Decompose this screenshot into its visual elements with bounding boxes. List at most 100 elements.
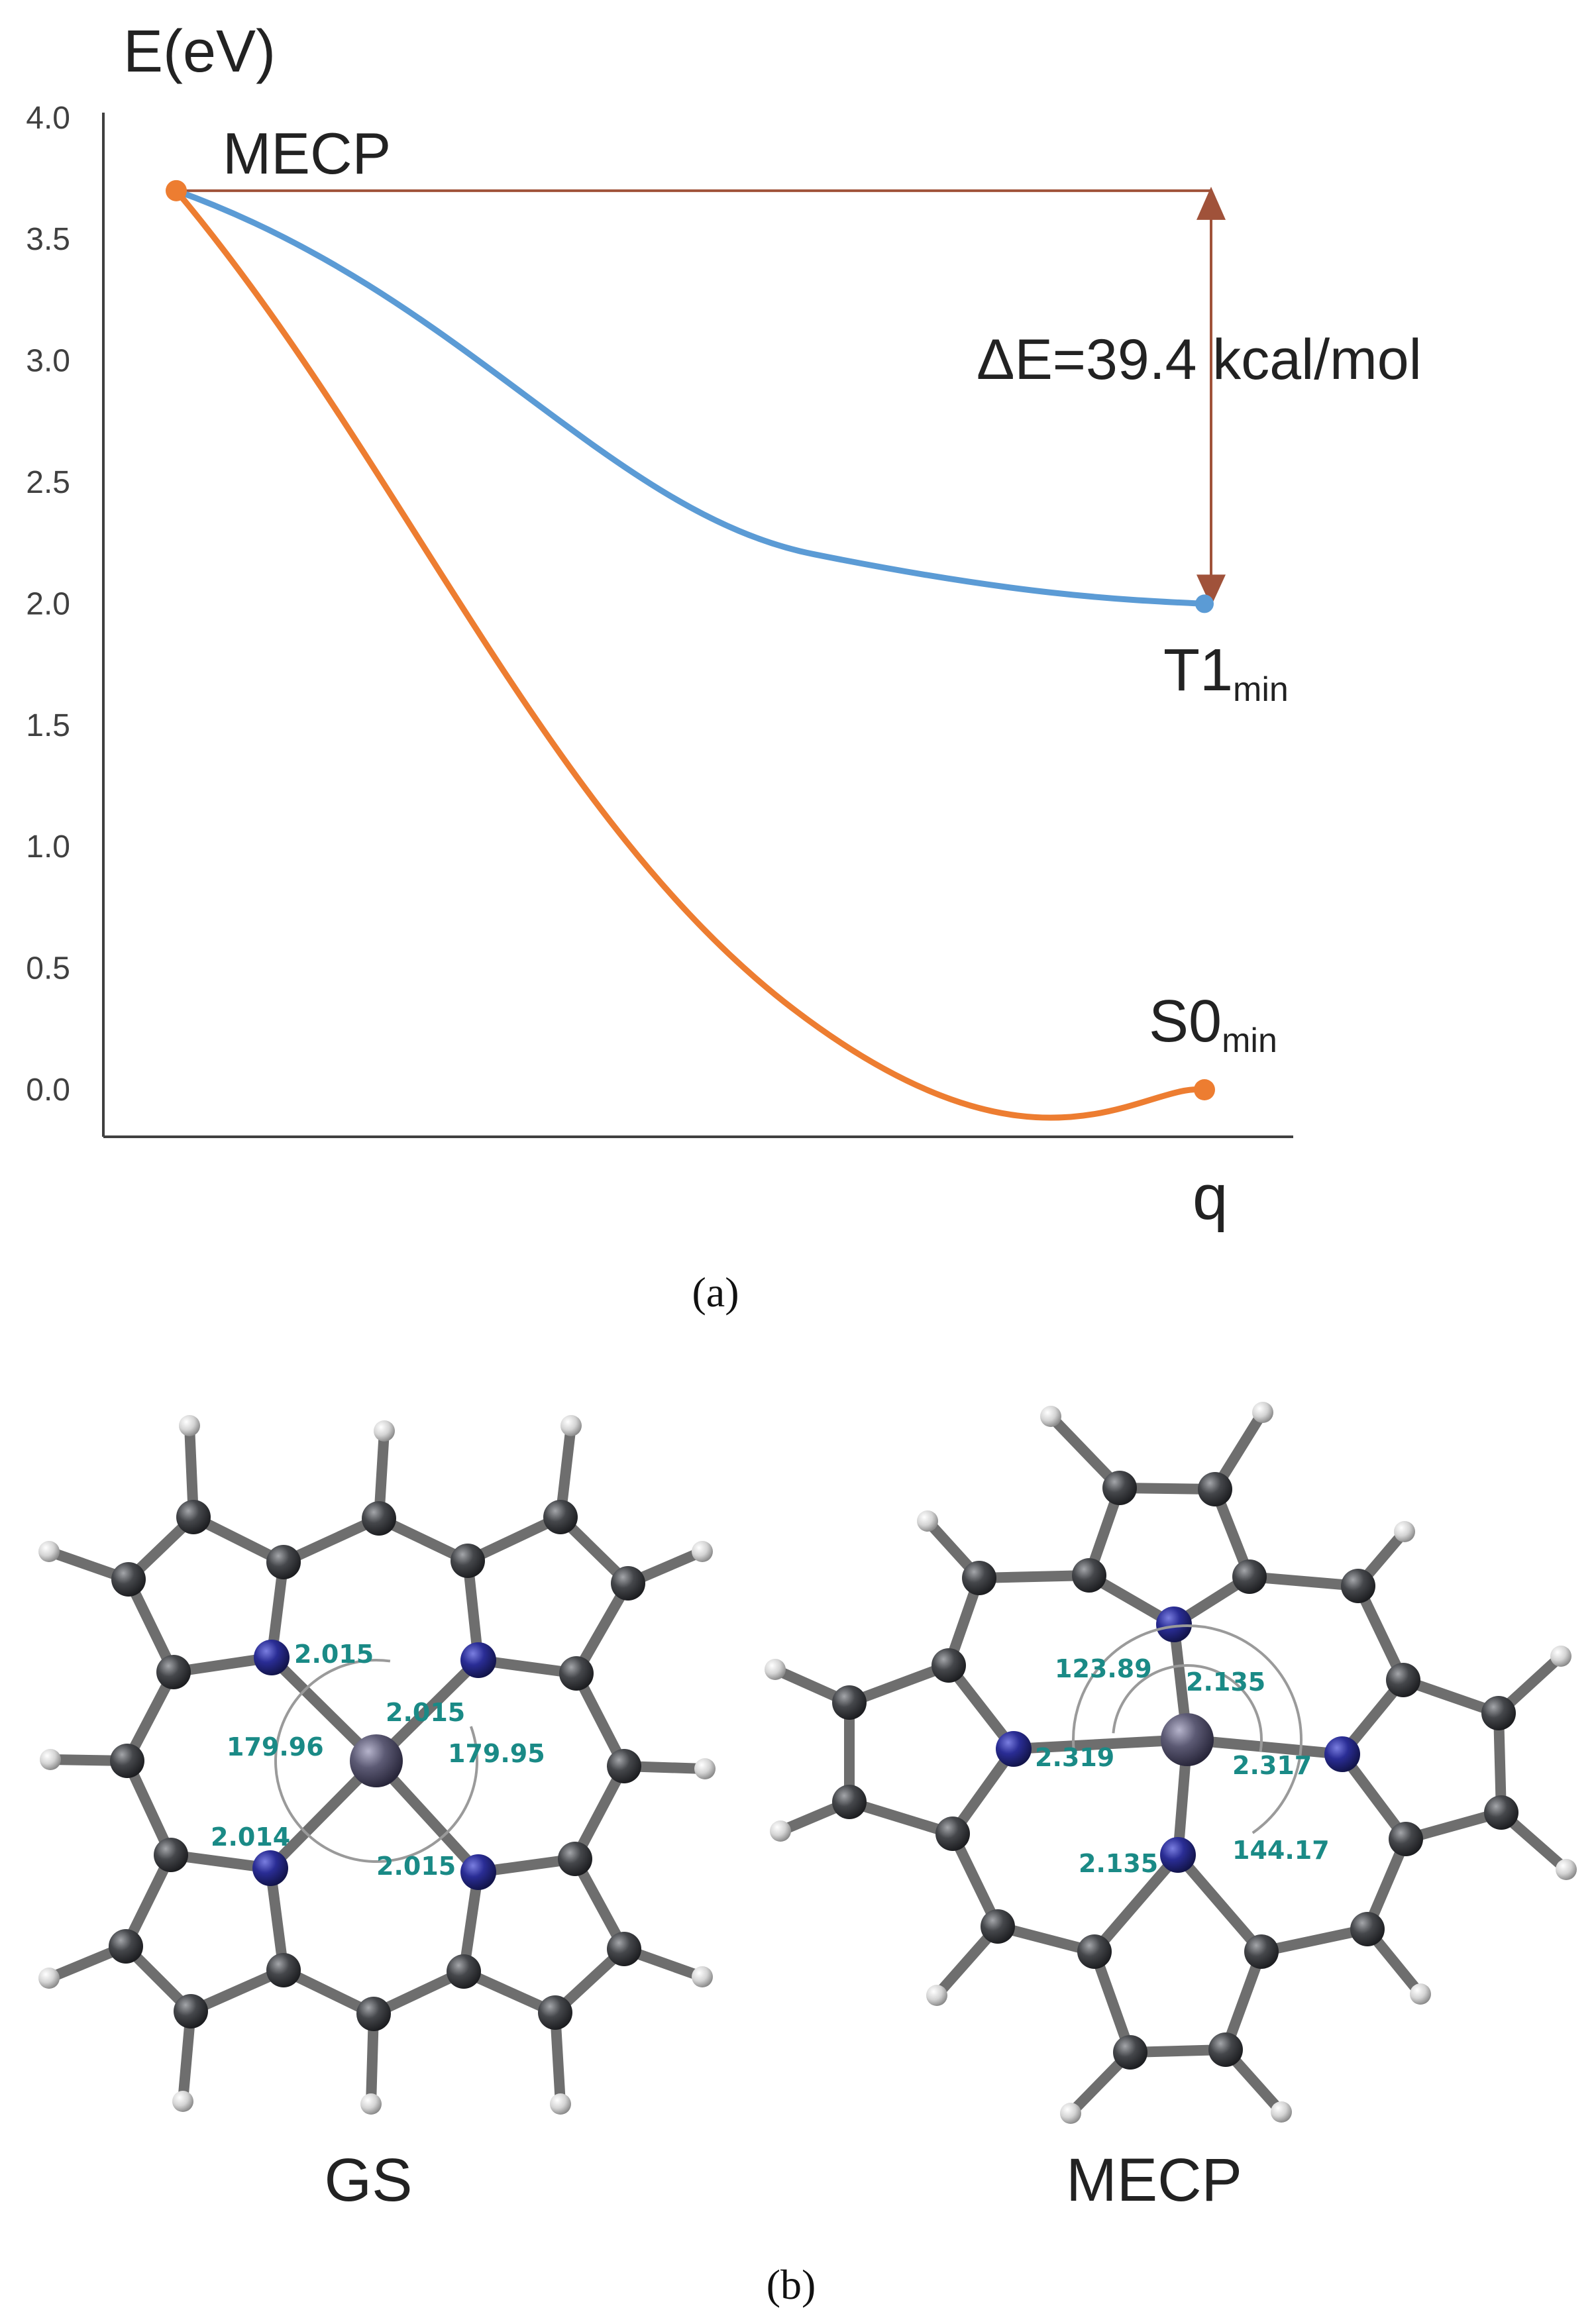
s0min-label: S0min (1149, 988, 1277, 1060)
series-line-t1 (175, 187, 1205, 607)
gs-carbon-atom (362, 1501, 396, 1536)
mecp-nitrogen-atom (1324, 1736, 1360, 1772)
mecp-angle-arc-inner (1111, 1664, 1263, 1815)
gs-hydrogen-atom (560, 1415, 582, 1436)
gs-hydrogen-atom (172, 2091, 193, 2112)
mecp-carbon-atom (962, 1561, 996, 1595)
mecp-bond-label: 2.135 (1079, 1849, 1158, 1878)
mecp-hydrogen-atom (1556, 1859, 1577, 1880)
gs-bond-label: 2.015 (294, 1640, 374, 1669)
gs-hydrogen-atom (692, 1541, 713, 1562)
gs-metal-atom (350, 1734, 403, 1787)
mecp-carbon-atom (1341, 1569, 1375, 1603)
gs-carbon-atom (154, 1838, 188, 1872)
gs-carbon-atom (174, 1994, 208, 2028)
y-axis-label: E(eV) (123, 19, 276, 85)
gs-carbon-atom (356, 1997, 391, 2031)
energy-chart: 0.0 0.5 1.0 1.5 2.0 2.5 3.0 3.5 4.0 E(eV) q MECP… (26, 19, 1421, 1233)
gs-angle-label: 179.96 (227, 1732, 324, 1762)
gs-bond-label: 2.015 (376, 1852, 456, 1881)
mecp-bond (1256, 1924, 1373, 1957)
gs-angle-label: 179.95 (448, 1739, 545, 1768)
gs-bond-label: 2.015 (386, 1698, 465, 1727)
y-tick-label: 3.0 (26, 344, 70, 379)
mecp-hydrogen-atom (1394, 1521, 1415, 1542)
mecp-hydrogen-atom (765, 1659, 786, 1680)
mecp-bond (1353, 1581, 1409, 1685)
mecp-nitrogen-atom (1160, 1837, 1196, 1873)
mecp-hydrogen-atom (1252, 1402, 1273, 1423)
y-tick-label: 0.0 (26, 1073, 70, 1108)
gs-bond-label: 2.014 (211, 1822, 290, 1852)
mecp-carbon-atom (1232, 1559, 1267, 1594)
mecp-point-label: MECP (223, 121, 391, 186)
gs-bond (570, 1761, 629, 1864)
mecp-bond (1008, 1734, 1193, 1754)
mecp-bond (974, 1570, 1094, 1583)
gs-carbon-atom (176, 1500, 211, 1534)
mecp-hydrogen-atom (770, 1820, 791, 1842)
mecp-bond (1173, 1850, 1267, 1957)
mecp-carbon-atom (1113, 2035, 1147, 2070)
data-point-s0min (1194, 1079, 1215, 1100)
y-tick-label: 1.5 (26, 708, 70, 743)
y-tick-label: 3.5 (26, 222, 70, 257)
gs-carbon-atom (538, 1995, 572, 2030)
y-tick-label: 2.0 (26, 586, 70, 621)
gs-carbon-atom (559, 1656, 594, 1691)
gs-carbon-atom (110, 1744, 144, 1778)
series-line-s0 (174, 188, 1205, 1121)
mecp-carbon-atom (1072, 1558, 1106, 1593)
data-point-t1min (1195, 594, 1214, 613)
mecp-carbon-atom (832, 1785, 867, 1819)
panel-label-a: (a) (692, 1269, 739, 1316)
gs-hydrogen-atom (550, 2093, 571, 2115)
gs-nitrogen-atom (252, 1850, 288, 1886)
gs-carbon-atom (447, 1954, 481, 1989)
y-tick-label: 1.0 (26, 829, 70, 865)
s0min-label-sub: min (1222, 1022, 1277, 1060)
gs-carbon-atom (607, 1749, 641, 1783)
mecp-bond (844, 1797, 958, 1839)
gs-bond (278, 1513, 384, 1567)
mecp-hydrogen-atom (917, 1510, 938, 1532)
gap-arrowhead-down (1197, 574, 1226, 607)
y-tick-label: 2.5 (26, 465, 70, 500)
t1min-label: T1min (1163, 637, 1289, 709)
gs-carbon-atom (156, 1655, 191, 1689)
mecp-carbon-atom (1481, 1696, 1516, 1730)
mecp-carbon-atom (1389, 1822, 1423, 1856)
gs-hydrogen-atom (374, 1420, 395, 1442)
mecp-hydrogen-atom (1040, 1406, 1061, 1427)
molecule-gs (38, 1415, 716, 2115)
mecp-nitrogen-atom (996, 1731, 1032, 1767)
mecp-carbon-atom (1077, 1934, 1112, 1969)
gs-hydrogen-atom (38, 1968, 60, 1989)
gs-angle-arc (274, 1659, 478, 1863)
mecp-carbon-atom (1350, 1912, 1385, 1946)
molecule-mecp (765, 1402, 1577, 2124)
mecp-hydrogen-atom (926, 1985, 947, 2006)
molecule-name-gs: GS (325, 2146, 413, 2214)
s0min-label-main: S0 (1149, 988, 1222, 1055)
mecp-carbon-atom (1198, 1472, 1232, 1506)
gs-nitrogen-atom (460, 1642, 496, 1678)
gs-carbon-atom (111, 1562, 146, 1597)
mecp-carbon-atom (1102, 1471, 1137, 1505)
mecp-angle-arc-outer (1072, 1624, 1303, 1855)
gs-hydrogen-atom (179, 1415, 200, 1436)
gap-label: ΔE=39.4 kcal/mol (977, 328, 1422, 392)
y-tick-labels: 0.0 0.5 1.0 1.5 2.0 2.5 3.0 3.5 4.0 (26, 101, 70, 1108)
gs-carbon-atom (109, 1929, 143, 1964)
mecp-bond (1089, 1946, 1136, 2058)
gs-bond (571, 1668, 629, 1771)
gs-bond (571, 1578, 633, 1679)
gs-hydrogen-atom (38, 1541, 60, 1562)
mecp-bond-label: 2.135 (1186, 1667, 1265, 1697)
t1min-label-main: T1 (1163, 637, 1233, 704)
gs-hydrogen-atom (360, 2093, 382, 2115)
mecp-hydrogen-atom (1060, 2103, 1081, 2124)
gs-hydrogen-atom (40, 1749, 61, 1770)
gs-nitrogen-atom (460, 1854, 496, 1890)
